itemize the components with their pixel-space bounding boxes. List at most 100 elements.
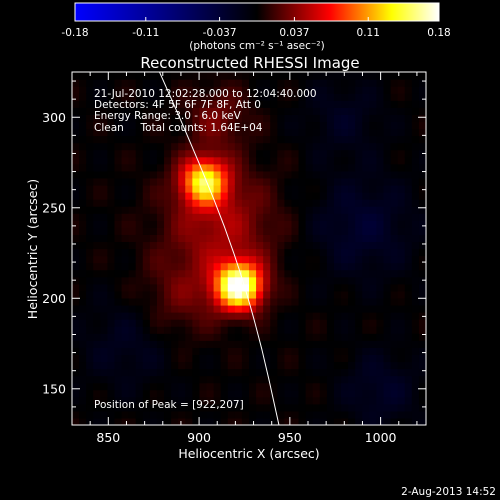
heatmap-cell (284, 410, 293, 419)
heatmap-cell (256, 417, 264, 425)
heatmap-cell (121, 192, 130, 200)
heatmap-cell (298, 354, 307, 363)
heatmap-cell (333, 114, 342, 123)
heatmap-cell (355, 396, 363, 405)
heatmap-cell (107, 199, 116, 207)
heatmap-cell (100, 396, 108, 405)
heatmap-cell (411, 326, 420, 334)
heatmap-cell (213, 368, 222, 377)
heatmap-cell (390, 206, 399, 214)
heatmap-cell (305, 326, 314, 334)
heatmap-cell (142, 297, 151, 306)
heatmap-cell (164, 107, 172, 115)
heatmap-cell (383, 220, 392, 228)
heatmap-cell (171, 199, 179, 207)
heatmap-cell (277, 107, 285, 115)
heatmap-cell (348, 220, 356, 228)
heatmap-cell (348, 149, 356, 158)
heatmap-cell (100, 72, 108, 73)
heatmap-cell (277, 128, 285, 137)
heatmap-cell (128, 142, 137, 151)
heatmap-cell (100, 72, 108, 80)
heatmap-cell (79, 234, 87, 243)
heatmap-cell (241, 170, 250, 179)
heatmap-cell (362, 213, 370, 221)
heatmap-cell (355, 149, 363, 158)
heatmap-cell (326, 304, 335, 313)
heatmap-cell (213, 241, 222, 250)
heatmap-cell (114, 248, 123, 257)
heatmap-cell (263, 170, 271, 179)
heatmap-cell (426, 263, 434, 271)
heatmap-cell (319, 163, 328, 172)
heatmap-cell (326, 170, 335, 179)
heatmap-cell (199, 347, 208, 355)
heatmap-cell (206, 417, 215, 425)
heatmap-cell (291, 184, 300, 193)
heatmap-cell (411, 248, 420, 257)
heatmap-cell (411, 206, 420, 214)
heatmap-cell (156, 93, 165, 101)
heatmap-cell (171, 213, 179, 221)
heatmap-cell (249, 234, 257, 243)
heatmap-cell (319, 354, 328, 363)
heatmap-cell (213, 107, 222, 115)
heatmap-cell (93, 417, 101, 425)
heatmap-cell (156, 382, 165, 391)
heatmap-cell (284, 79, 293, 87)
heatmap-cell (135, 227, 144, 235)
heatmap-cell (277, 347, 285, 355)
heatmap-cell (305, 227, 314, 235)
heatmap-cell (156, 199, 165, 207)
heatmap-cell (171, 149, 179, 158)
heatmap-cell (93, 248, 101, 257)
heatmap-cell (178, 255, 186, 264)
heatmap-cell (390, 319, 399, 327)
heatmap-cell (199, 269, 208, 278)
heatmap-cell (199, 326, 208, 334)
heatmap-cell (241, 297, 250, 306)
heatmap-cell (178, 361, 186, 370)
heatmap-cell (206, 248, 215, 257)
heatmap-cell (333, 304, 342, 313)
heatmap-cell (178, 170, 186, 179)
heatmap-cell (270, 319, 278, 327)
heatmap-cell (376, 262, 385, 271)
heatmap-cell (135, 354, 144, 363)
heatmap-cell (227, 354, 236, 363)
heatmap-cell (426, 256, 434, 264)
heatmap-cell (319, 86, 328, 94)
heatmap-cell (72, 340, 80, 348)
heatmap-cell (426, 340, 434, 348)
heatmap-cell (100, 333, 108, 341)
heatmap-cell (341, 170, 349, 179)
heatmap-cell (220, 382, 229, 391)
heatmap-cell (86, 213, 94, 221)
heatmap-cell (185, 347, 193, 355)
heatmap-cell (220, 184, 229, 193)
heatmap-cell (241, 128, 250, 137)
heatmap-cell (128, 375, 137, 384)
heatmap-cell (156, 340, 165, 348)
heatmap-cell (93, 326, 101, 334)
heatmap-cell (171, 262, 179, 271)
heatmap-cell (341, 319, 349, 327)
heatmap-cell (362, 269, 370, 278)
heatmap-cell (326, 410, 335, 419)
heatmap-cell (164, 340, 172, 348)
heatmap-cell (263, 389, 271, 398)
heatmap-cell (241, 410, 250, 419)
heatmap-cell (383, 255, 392, 264)
heatmap-cell (213, 184, 222, 193)
heatmap-cell (319, 396, 328, 405)
heatmap-cell (192, 255, 201, 264)
heatmap-cell (79, 354, 87, 363)
heatmap-cell (192, 276, 201, 285)
heatmap-cell (333, 93, 342, 101)
heatmap-cell (100, 361, 108, 370)
heatmap-cell (178, 340, 186, 348)
heatmap-cell (135, 389, 144, 398)
heatmap-cell (277, 149, 285, 158)
heatmap-cell (128, 396, 137, 405)
heatmap-cell (312, 269, 321, 278)
